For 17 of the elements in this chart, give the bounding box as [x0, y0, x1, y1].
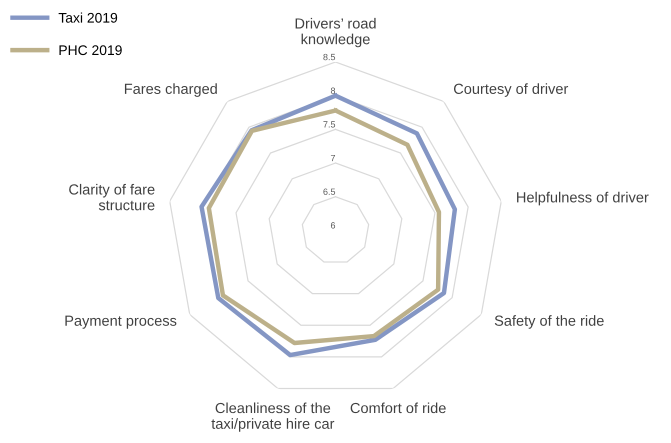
spoke-label: Clarity of fare structure	[69, 184, 154, 210]
spoke-label: Drivers’ road knowledge	[296, 18, 376, 48]
legend-label: PHC 2019	[59, 45, 122, 56]
spoke-label: Cleanliness of the taxi/private hire car	[211, 402, 334, 432]
y-tick-label: 6	[330, 222, 336, 229]
spoke-label: Helpfulness of driver	[517, 192, 649, 206]
spoke-label: Comfort of ride	[350, 402, 446, 414]
y-tick-label: 8.5	[323, 54, 336, 60]
y-tick-label: 6.5	[323, 188, 336, 195]
spoke-label: Courtesy of driver	[454, 83, 568, 97]
spoke-label: Safety of the ride	[494, 315, 604, 329]
spoke-label: Fares charged	[124, 83, 217, 97]
y-tick-label: 7	[330, 154, 336, 162]
y-tick-label: 8	[330, 88, 336, 94]
y-tick-label: 7.5	[323, 121, 336, 128]
legend-label: Taxi 2019	[58, 12, 118, 23]
spoke-label: Payment process	[65, 316, 176, 329]
